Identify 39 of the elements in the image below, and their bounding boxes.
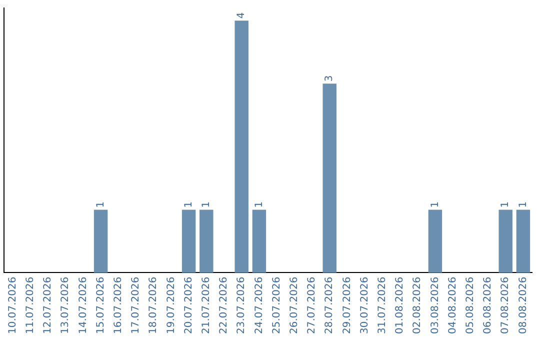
x-tick-label: 08.08.2026 [518, 276, 529, 334]
x-tick-label: 18.07.2026 [148, 276, 160, 334]
data-label: 1 [500, 201, 512, 208]
x-tick-label: 07.08.2026 [500, 276, 512, 334]
x-tick-label: 28.07.2026 [324, 276, 336, 334]
x-tick-label: 11.07.2026 [24, 276, 36, 334]
x-tick-label: 12.07.2026 [42, 276, 54, 334]
x-tick-label: 03.08.2026 [430, 276, 441, 334]
data-label: 1 [200, 201, 212, 208]
x-tick-label: 30.07.2026 [359, 276, 370, 334]
x-tick-label: 04.08.2026 [447, 276, 458, 334]
data-label: 1 [518, 201, 529, 208]
data-label: 1 [254, 201, 265, 208]
x-tick-label: 02.08.2026 [412, 276, 424, 334]
x-tick-label: 21.07.2026 [200, 276, 212, 334]
x-tick-label: 13.07.2026 [60, 276, 72, 334]
x-tick-label: 29.07.2026 [342, 276, 353, 334]
data-label: 1 [430, 201, 441, 208]
data-label: 1 [183, 201, 194, 208]
x-tick-label: 10.07.2026 [7, 276, 18, 334]
x-tick-label: 06.08.2026 [482, 276, 494, 334]
x-tick-label: 24.07.2026 [254, 276, 265, 334]
x-tick-label: 23.07.2026 [236, 276, 248, 334]
x-tick-label: 22.07.2026 [218, 276, 230, 334]
data-label: 3 [324, 75, 336, 82]
x-tick-label: 25.07.2026 [271, 276, 282, 334]
x-tick-label: 19.07.2026 [166, 276, 177, 334]
data-label: 4 [236, 12, 248, 19]
x-tick-label: 26.07.2026 [288, 276, 300, 334]
x-tick-label: 05.08.2026 [464, 276, 476, 334]
x-tick-label: 31.07.2026 [376, 276, 388, 334]
x-tick-label: 17.07.2026 [130, 276, 142, 334]
x-tick-label: 20.07.2026 [183, 276, 194, 334]
x-tick-label: 15.07.2026 [95, 276, 106, 334]
x-tick-label: 16.07.2026 [112, 276, 124, 334]
data-label: 1 [95, 201, 106, 208]
x-tick-label: 27.07.2026 [306, 276, 318, 334]
x-tick-label: 01.08.2026 [394, 276, 406, 334]
x-tick-label: 14.07.2026 [78, 276, 89, 334]
